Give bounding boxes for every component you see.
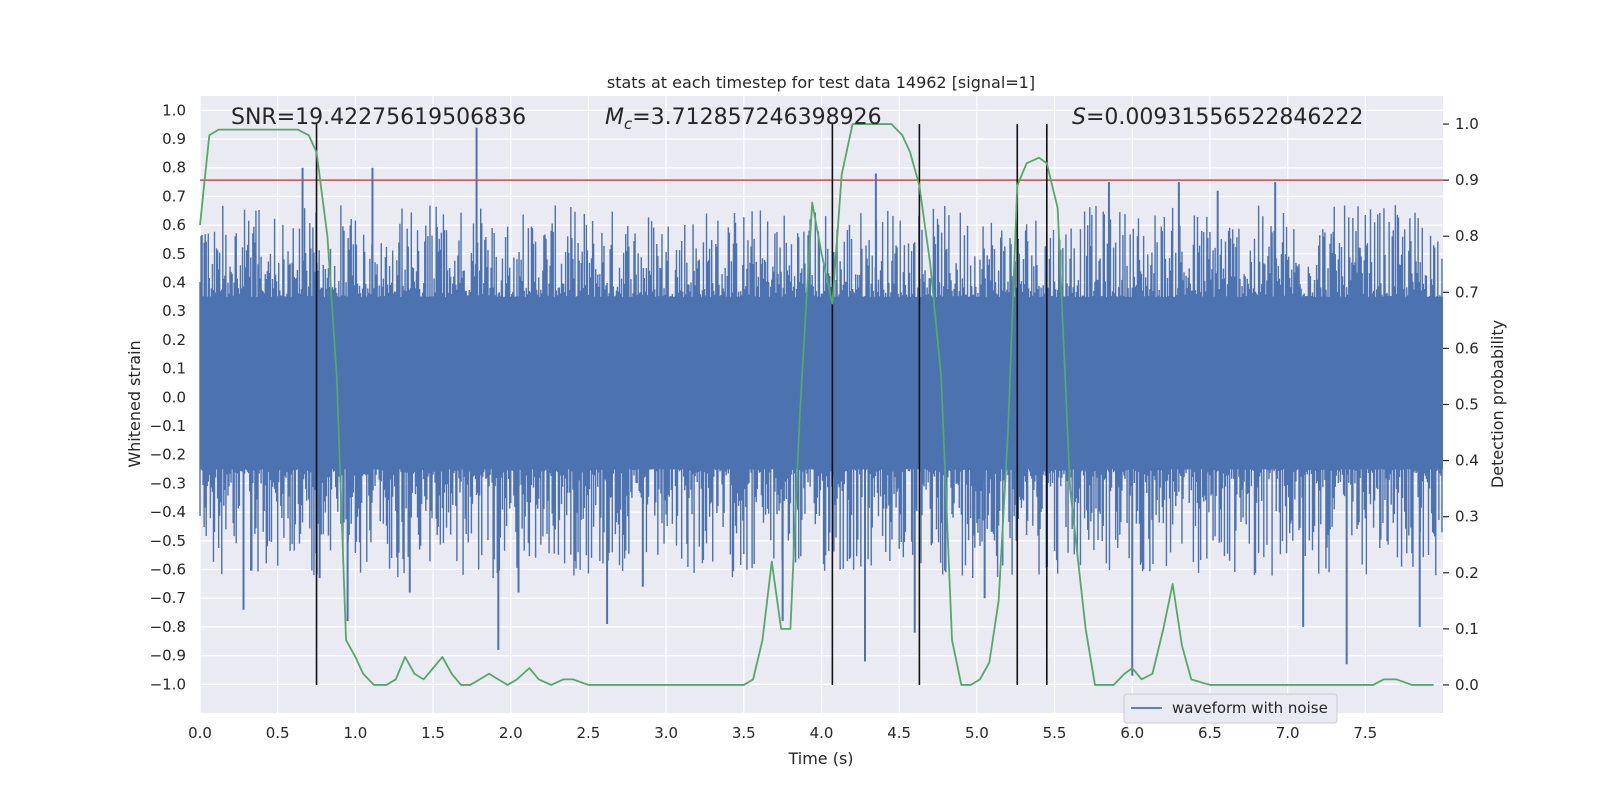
y-tick-label: 0.5 bbox=[162, 245, 186, 263]
y-tick-label: −1.0 bbox=[150, 675, 186, 693]
x-tick-label: 3.0 bbox=[654, 724, 678, 742]
x-tick-label: 1.5 bbox=[421, 724, 445, 742]
x-tick-label: 0.0 bbox=[188, 724, 212, 742]
y2-tick-label: 0.3 bbox=[1455, 508, 1479, 526]
x-tick-label: 4.5 bbox=[887, 724, 911, 742]
y-tick-label: −0.2 bbox=[150, 446, 186, 464]
axes: 0.0 0.5 1.0 1.5 2.0 2.5 3.0 3.5 4.0 4.5 5.0 5.5 6.0 6… bbox=[150, 101, 1479, 742]
y-tick-label: 0.1 bbox=[162, 360, 186, 378]
s-annotation: S=0.00931556522846222 bbox=[1072, 105, 1363, 130]
x-tick-label: 5.5 bbox=[1043, 724, 1067, 742]
x-tick-label: 3.5 bbox=[732, 724, 756, 742]
x-tick-label: 5.0 bbox=[965, 724, 989, 742]
x-tick-label: 7.0 bbox=[1276, 724, 1300, 742]
y2-axis-label: Detection probability bbox=[1488, 320, 1507, 488]
y2-tick-label: 0.9 bbox=[1455, 171, 1479, 189]
x-tick-label: 4.0 bbox=[810, 724, 834, 742]
s-symbol: S bbox=[1072, 105, 1086, 130]
x-tick-label: 0.5 bbox=[266, 724, 290, 742]
y2-tick-label: 0.1 bbox=[1455, 620, 1479, 638]
y2-tick-label: 1.0 bbox=[1455, 115, 1479, 133]
y2-tick-label: 0.7 bbox=[1455, 283, 1479, 301]
y-axis-label: Whitened strain bbox=[125, 340, 144, 467]
waveform-core bbox=[200, 296, 1443, 470]
legend-box bbox=[1123, 693, 1338, 724]
x-axis-label: Time (s) bbox=[787, 749, 853, 768]
mc-subscript: c bbox=[624, 115, 633, 133]
mc-value: =3.712857246398926 bbox=[632, 105, 881, 130]
y2-tick-label: 0.4 bbox=[1455, 452, 1479, 470]
x-tick-label: 2.5 bbox=[577, 724, 601, 742]
y2-tick-label: 0.6 bbox=[1455, 339, 1479, 357]
probability-line bbox=[199, 123, 1434, 686]
y2-tick-label: 0.5 bbox=[1455, 396, 1479, 414]
x-tick-label: 7.5 bbox=[1353, 724, 1377, 742]
y-tick-label: −0.4 bbox=[150, 503, 186, 521]
y-tick-label: −0.8 bbox=[150, 618, 186, 636]
y2-tick-label: 0.0 bbox=[1455, 676, 1479, 694]
y-tick-label: 0.7 bbox=[162, 187, 186, 205]
y-tick-label: −0.3 bbox=[150, 474, 186, 492]
x-tick-label: 6.0 bbox=[1120, 724, 1144, 742]
mc-symbol: M bbox=[605, 105, 624, 130]
y-tick-label: −0.5 bbox=[150, 532, 186, 550]
y-tick-label: 0.8 bbox=[162, 159, 186, 177]
y2-tick-label: 0.8 bbox=[1455, 227, 1479, 245]
y-tick-label: −0.7 bbox=[150, 589, 186, 607]
mc-annotation: Mc=3.712857246398926 bbox=[605, 105, 882, 133]
y-tick-label: 0.2 bbox=[162, 331, 186, 349]
s-value: =0.00931556522846222 bbox=[1086, 105, 1363, 130]
y-tick-label: 1.0 bbox=[162, 101, 186, 119]
y-tick-label: 0.4 bbox=[162, 274, 186, 292]
y-tick-label: 0.9 bbox=[162, 130, 186, 148]
y-tick-label: 0.3 bbox=[162, 302, 186, 320]
snr-annotation: SNR=19.42275619506836 bbox=[231, 105, 526, 130]
chart-title: stats at each timestep for test data 149… bbox=[607, 73, 1035, 92]
x-tick-label: 1.0 bbox=[343, 724, 367, 742]
y-tick-label: −0.1 bbox=[150, 417, 186, 435]
y-tick-label: −0.6 bbox=[150, 561, 186, 579]
x-tick-label: 6.5 bbox=[1198, 724, 1222, 742]
overlay-lines bbox=[200, 124, 1443, 685]
y-tick-label: 0.6 bbox=[162, 216, 186, 234]
legend-label: waveform with noise bbox=[1172, 699, 1328, 717]
y2-tick-label: 0.2 bbox=[1455, 564, 1479, 582]
y-tick-label: 0.0 bbox=[162, 388, 186, 406]
x-tick-label: 2.0 bbox=[499, 724, 523, 742]
waveform-series bbox=[199, 127, 1443, 676]
probability-series bbox=[199, 123, 1434, 686]
legend: waveform with noise bbox=[1123, 693, 1338, 724]
y-tick-label: −0.9 bbox=[150, 647, 186, 665]
